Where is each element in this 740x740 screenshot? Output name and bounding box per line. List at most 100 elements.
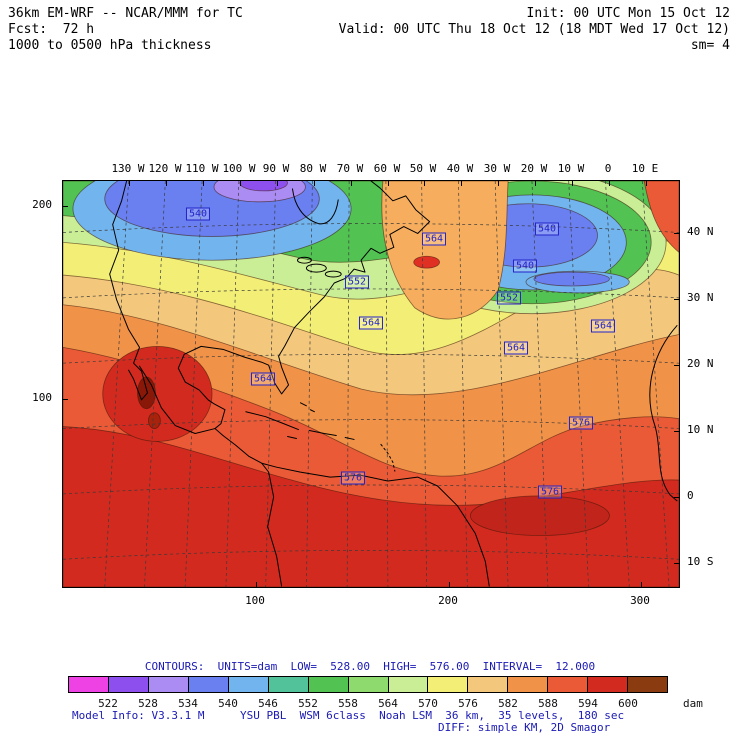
grid-y-label: 200: [32, 198, 52, 211]
tick-mark: [239, 181, 241, 186]
tick-mark: [63, 398, 68, 400]
diffusion-text: DIFF: simple KM, 2D Smagor: [438, 721, 611, 734]
tick-mark: [497, 181, 499, 186]
lon-axis-label: 120 W: [148, 162, 182, 175]
model-title: 36km EM-WRF -- NCAR/MMM for TC: [8, 6, 243, 21]
colorbar-tick-label: 588: [538, 697, 558, 710]
tick-mark: [640, 582, 642, 587]
lon-axis-label: 10 W: [557, 162, 585, 175]
colorbar-unit-label: dam: [683, 697, 703, 710]
contour-label: 576: [537, 485, 563, 499]
grid-y-label: 100: [32, 391, 52, 404]
tick-mark: [350, 181, 352, 186]
grid-x-label: 200: [438, 594, 458, 607]
forecast-hour: Fcst: 72 h: [8, 22, 95, 37]
tick-mark: [63, 205, 68, 207]
lon-axis-label: 50 W: [409, 162, 437, 175]
tick-mark: [387, 181, 389, 186]
init-time: Init: 00 UTC Mon 15 Oct 12: [526, 6, 731, 21]
tick-mark: [608, 181, 610, 186]
colorbar-tick-label: 558: [338, 697, 358, 710]
valid-time: Valid: 00 UTC Thu 18 Oct 12 (18 MDT Wed …: [338, 22, 730, 37]
lat-axis-label: 20 N: [687, 357, 714, 370]
contour-label: 540: [185, 207, 211, 221]
contour-label: 564: [358, 316, 384, 330]
colorbar-cell: [587, 676, 629, 693]
tick-mark: [571, 181, 573, 186]
thickness-map-svg: [63, 181, 679, 587]
lon-axis-label: 0: [604, 162, 612, 175]
lon-axis-label: 20 W: [520, 162, 548, 175]
lon-axis-label: 40 W: [446, 162, 474, 175]
colorbar-tick-label: 600: [618, 697, 638, 710]
lon-axis-label: 90 W: [262, 162, 290, 175]
colorbar-tick-label: 564: [378, 697, 398, 710]
colorbar-cell: [187, 676, 229, 693]
field-title: 1000 to 0500 hPa thickness: [8, 38, 212, 53]
physics-options-text: YSU PBL WSM 6class Noah LSM 36 km, 35 le…: [240, 709, 625, 722]
lon-axis-label: 30 W: [483, 162, 511, 175]
contour-info-line: CONTOURS: UNITS=dam LOW= 528.00 HIGH= 57…: [144, 660, 596, 673]
colorbar-cell: [307, 676, 349, 693]
contour-label: 564: [590, 319, 616, 333]
colorbar-tick-label: 546: [258, 697, 278, 710]
lat-axis-label: 40 N: [687, 225, 714, 238]
colorbar-cell: [147, 676, 189, 693]
lat-axis-label: 0: [687, 489, 694, 502]
tick-mark: [674, 562, 679, 564]
graticule: [63, 181, 679, 587]
tick-mark: [202, 181, 204, 186]
tick-mark: [674, 298, 679, 300]
colorbar-tick-label: 594: [578, 697, 598, 710]
coastlines: [109, 181, 678, 587]
lon-axis-label: 10 E: [631, 162, 659, 175]
tick-mark: [255, 582, 257, 587]
contour-label: 552: [344, 275, 370, 289]
contour-label: 576: [568, 416, 594, 430]
contour-label: 564: [503, 341, 529, 355]
tick-mark: [674, 232, 679, 234]
lon-axis-label: 130 W: [111, 162, 145, 175]
colorbar-tick-label: 522: [98, 697, 118, 710]
model-info-text: Model Info: V3.3.1 M: [72, 709, 205, 722]
tick-mark: [674, 430, 679, 432]
lon-axis-label: 70 W: [336, 162, 364, 175]
contour-label: 540: [534, 222, 560, 236]
contour-label: 576: [340, 471, 366, 485]
tick-mark: [128, 181, 130, 186]
colorbar-tick-label: 534: [178, 697, 198, 710]
lat-axis-label: 30 N: [687, 291, 714, 304]
colorbar-cell: [467, 676, 509, 693]
lat-axis-label: 10 N: [687, 423, 714, 436]
colorbar-tick-label: 582: [498, 697, 518, 710]
grid-x-label: 100: [245, 594, 265, 607]
tick-mark: [423, 181, 425, 186]
colorbar-cell: [427, 676, 469, 693]
tick-mark: [448, 582, 450, 587]
map-area: 540 564 540 540 552 552 564 564 564 564 576 576 576: [62, 180, 680, 588]
contour-label: 564: [421, 232, 447, 246]
tick-mark: [460, 181, 462, 186]
colorbar-cell: [227, 676, 269, 693]
tick-mark: [165, 181, 167, 186]
contour-label: 564: [250, 372, 276, 386]
colorbar-cell: [507, 676, 549, 693]
contour-label: 540: [512, 259, 538, 273]
colorbar-cell: [68, 676, 109, 693]
colorbar-cell: [387, 676, 429, 693]
colorbar-cell: [547, 676, 589, 693]
colorbar-cell: [627, 676, 669, 693]
lon-axis-label: 80 W: [299, 162, 327, 175]
colorbar-tick-label: 570: [418, 697, 438, 710]
contour-label: 552: [496, 291, 522, 305]
smoothing-info: sm= 4: [690, 38, 730, 53]
colorbar-tick-label: 552: [298, 697, 318, 710]
tick-mark: [276, 181, 278, 186]
tick-mark: [674, 364, 679, 366]
tick-mark: [534, 181, 536, 186]
lon-axis-label: 110 W: [185, 162, 219, 175]
lon-axis-label: 100 W: [222, 162, 256, 175]
colorbar-cell: [107, 676, 149, 693]
colorbar-cell: [267, 676, 309, 693]
